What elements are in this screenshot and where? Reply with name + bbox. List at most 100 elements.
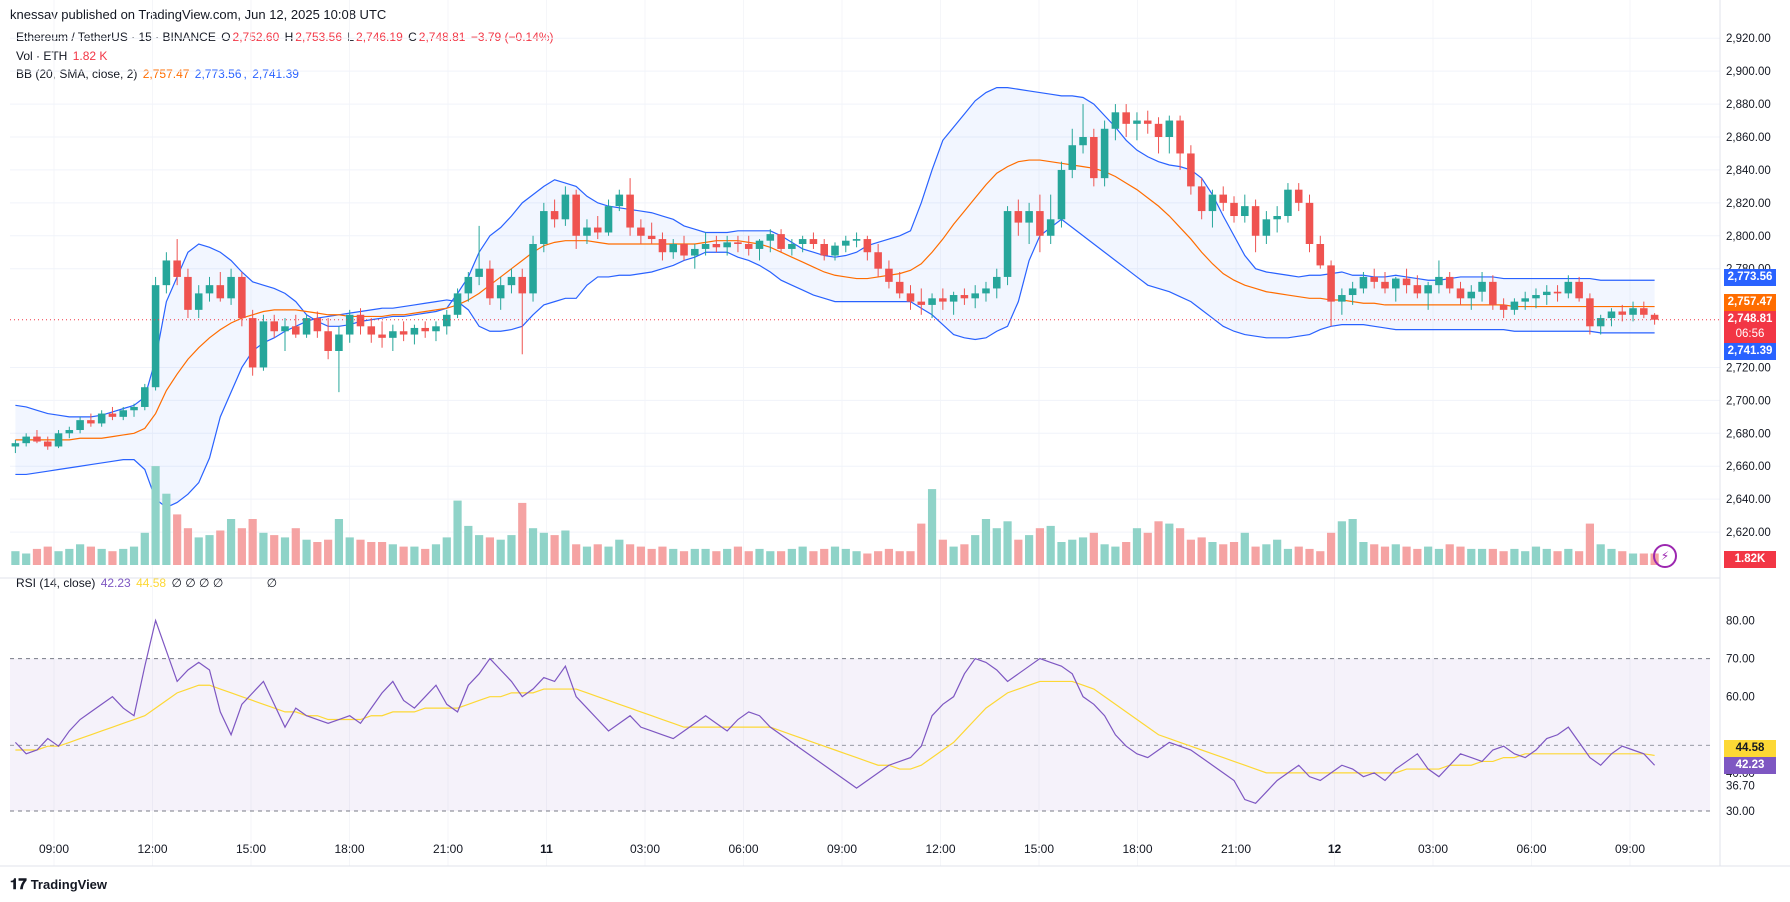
price-tick-label: 2,860.00 <box>1726 132 1771 144</box>
candle-body <box>863 239 872 253</box>
candle-body <box>917 301 926 305</box>
symbol-title[interactable]: Ethereum / TetherUS · 15 · BINANCE <box>16 30 216 44</box>
volume-bar <box>140 532 149 565</box>
candle-body <box>820 244 828 256</box>
tradingview-logo[interactable]: 𝟏𝟕 TradingView <box>10 876 107 893</box>
change-value: −3.79 (−0.14%) <box>470 30 554 44</box>
candle-body <box>1133 120 1141 124</box>
rsi-label[interactable]: RSI (14, close) <box>16 576 96 590</box>
volume-bar <box>895 551 904 565</box>
publisher-line: knessav published on TradingView.com, Ju… <box>10 7 387 22</box>
candle-body <box>378 334 386 338</box>
candle-body <box>766 234 775 241</box>
candle-body <box>335 334 343 351</box>
candle-body <box>777 234 785 249</box>
candle-body <box>885 268 893 282</box>
volume-bar <box>97 548 106 565</box>
candle-body <box>1057 169 1066 220</box>
lightning-icon[interactable]: ⚡ <box>1653 544 1677 568</box>
candle-body <box>356 314 365 327</box>
candle-body <box>475 268 483 277</box>
volume-bar <box>852 551 861 565</box>
volume-bar <box>162 493 171 565</box>
volume-bar <box>280 537 290 565</box>
volume-bar <box>399 546 408 565</box>
volume-bar <box>712 551 721 565</box>
volume-bar <box>76 544 85 565</box>
candle-body <box>43 441 52 447</box>
candle-body <box>87 420 95 424</box>
candle-body <box>442 314 451 327</box>
candle-body <box>399 331 408 335</box>
volume-bar <box>572 544 581 565</box>
candle-body <box>1456 288 1465 299</box>
volume-bar <box>971 535 980 565</box>
price-tick-label: 2,820.00 <box>1726 198 1771 210</box>
volume-bar <box>173 514 182 565</box>
candle-body <box>464 276 473 294</box>
candle-body <box>1586 298 1594 327</box>
candle-body <box>593 227 602 233</box>
candle-body <box>1564 281 1573 294</box>
candle-body <box>1435 276 1443 286</box>
low-value: 2,746.19 <box>356 30 403 44</box>
candle-body <box>1036 211 1044 236</box>
candle-body <box>1187 153 1195 187</box>
volume-bar <box>1477 548 1487 565</box>
candle-body <box>1510 301 1519 310</box>
volume-bar <box>205 535 214 565</box>
candle-body <box>1596 318 1605 327</box>
candle-body <box>33 436 41 442</box>
volume-bar <box>507 535 516 565</box>
candle-body <box>971 293 979 299</box>
rsi-ma-tag: 44.58 <box>1724 740 1776 757</box>
volume-bar <box>658 546 667 565</box>
volume-bar <box>1639 553 1648 565</box>
candle-body <box>1251 206 1260 236</box>
price-tick-label: 2,660.00 <box>1726 461 1771 473</box>
candle-body <box>734 242 742 244</box>
candle-body <box>788 244 796 249</box>
volume-bar <box>1380 546 1390 565</box>
volume-bar <box>636 546 645 565</box>
volume-bar <box>367 542 376 565</box>
volume-tag: 1.82K <box>1724 551 1776 568</box>
price-tick-label: 2,640.00 <box>1726 494 1771 506</box>
candle-body <box>1273 216 1281 220</box>
candle-body <box>1348 288 1357 296</box>
volume-bar <box>884 548 894 565</box>
candle-body <box>831 245 839 256</box>
candle-body <box>992 276 1001 289</box>
volume-bar <box>1499 551 1508 565</box>
volume-label[interactable]: Vol · ETH <box>16 49 68 63</box>
volume-bar <box>1510 548 1519 565</box>
bb-label[interactable]: BB (20, SMA, close, 2) <box>16 67 138 81</box>
volume-bar <box>604 546 613 565</box>
volume-bar <box>1467 548 1476 565</box>
candle-body <box>97 413 106 424</box>
volume-bar <box>960 544 969 565</box>
rsi-ma-line <box>15 680 1655 774</box>
volume-bar <box>820 548 829 565</box>
tradingview-logo-icon: 𝟏𝟕 <box>10 876 27 893</box>
volume-bar <box>1434 548 1444 565</box>
volume-bar <box>690 548 699 565</box>
candle-body <box>1392 278 1400 289</box>
symbol-legend: Ethereum / TetherUS · 15 · BINANCE O 2,75… <box>16 30 556 44</box>
rsi-value: 42.23 <box>100 576 131 590</box>
candle-body <box>939 298 947 302</box>
volume-bar <box>1531 546 1541 565</box>
candle-body <box>496 285 505 299</box>
candle-body <box>637 227 645 236</box>
candle-body <box>453 293 462 315</box>
volume-bar <box>841 548 850 565</box>
candle-body <box>227 276 235 299</box>
time-tick-label: 03:00 <box>1418 842 1448 856</box>
close-value: 2,748.81 <box>418 30 466 44</box>
chart-canvas[interactable]: 2,920.00 2,900.00 2,880.00 2,860.00 2,840.00… <box>0 0 1790 870</box>
volume-bar <box>1424 546 1433 565</box>
volume-bar <box>464 525 473 565</box>
candle-body <box>1327 265 1335 302</box>
volume-bar <box>1564 548 1573 565</box>
candle-body <box>1230 202 1238 217</box>
